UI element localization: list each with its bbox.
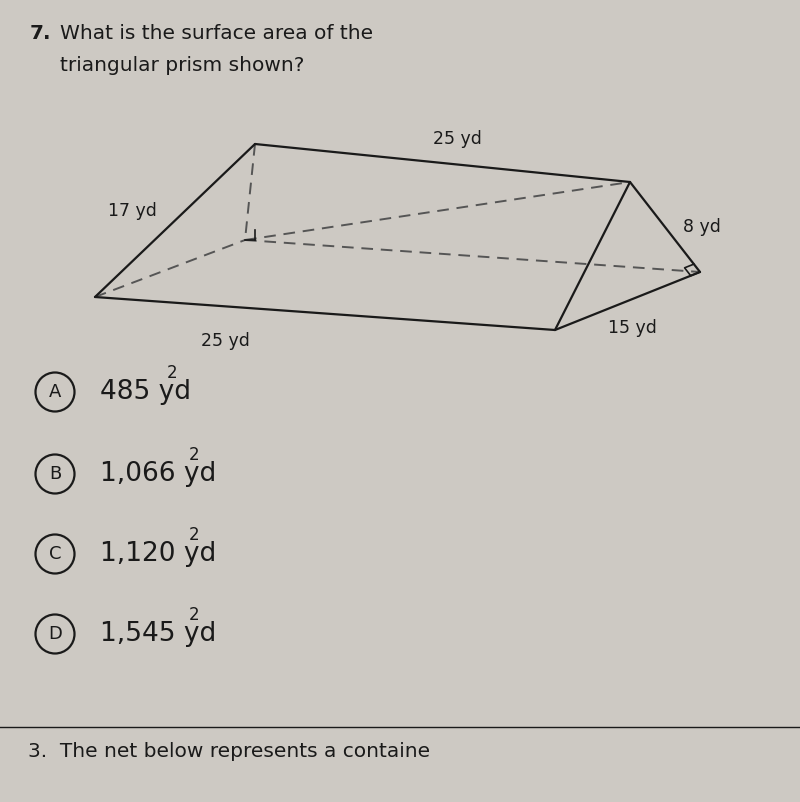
Text: 2: 2 <box>189 606 199 624</box>
Text: 485 yd: 485 yd <box>100 379 191 405</box>
Text: 2: 2 <box>189 526 199 544</box>
Text: 1,066 yd: 1,066 yd <box>100 461 216 487</box>
Text: 2: 2 <box>167 364 178 382</box>
Text: 8 yd: 8 yd <box>683 218 721 236</box>
Text: triangular prism shown?: triangular prism shown? <box>60 56 304 75</box>
Text: D: D <box>48 625 62 643</box>
Text: 17 yd: 17 yd <box>108 201 157 220</box>
Text: 7.: 7. <box>30 24 51 43</box>
Text: 15 yd: 15 yd <box>608 319 657 337</box>
Text: 1,545 yd: 1,545 yd <box>100 621 216 647</box>
Text: 25 yd: 25 yd <box>201 331 250 350</box>
Text: What is the surface area of the: What is the surface area of the <box>60 24 373 43</box>
Text: 2: 2 <box>189 446 199 464</box>
Text: B: B <box>49 465 61 483</box>
Text: 1,120 yd: 1,120 yd <box>100 541 216 567</box>
Text: 3.  The net below represents a containe: 3. The net below represents a containe <box>28 742 430 761</box>
Text: C: C <box>49 545 62 563</box>
Text: 25 yd: 25 yd <box>433 130 482 148</box>
Text: A: A <box>49 383 61 401</box>
